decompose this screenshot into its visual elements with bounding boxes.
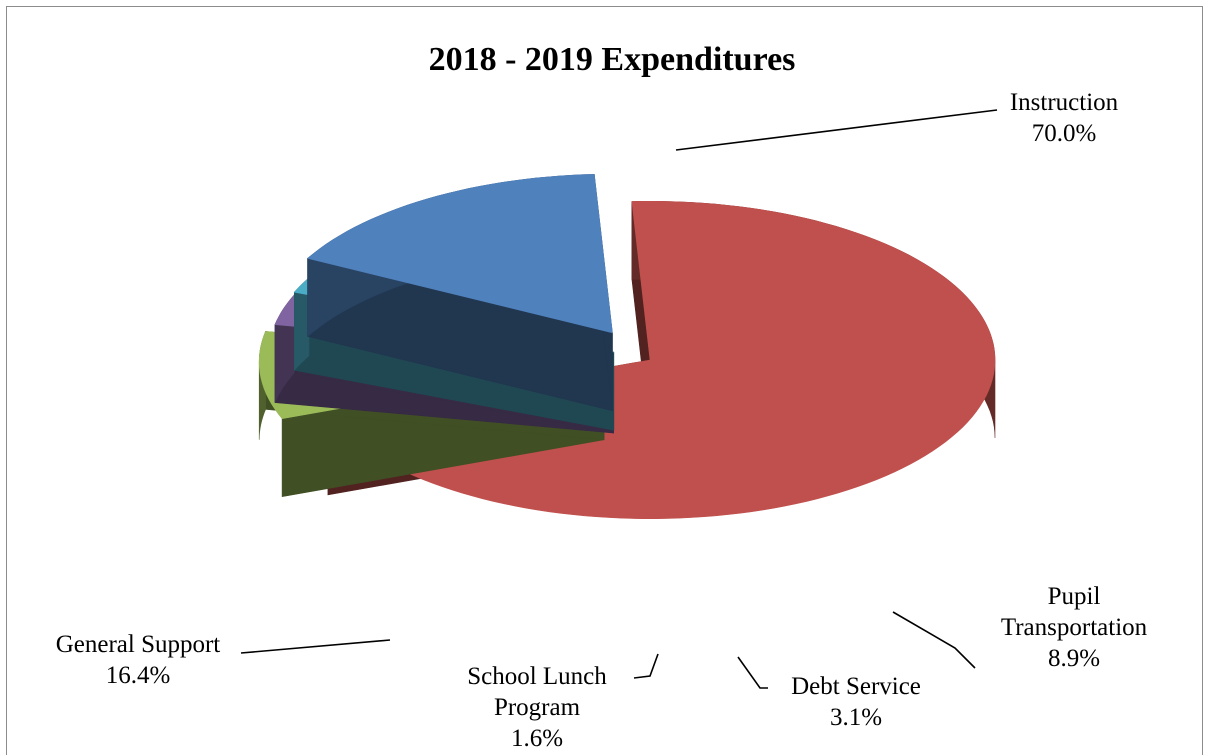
slices-layer — [258, 174, 996, 520]
slice-percent-label: 3.1% — [830, 704, 882, 731]
slice-percent-label: 16.4% — [106, 662, 171, 689]
slice-name-label: Transportation — [1001, 614, 1148, 641]
slice-name-label: Instruction — [1010, 89, 1119, 116]
slice-percent-label: 70.0% — [1032, 120, 1097, 147]
chart-title: 2018 - 2019 Expenditures — [429, 41, 796, 78]
leader-line — [892, 611, 976, 669]
leader-line — [737, 656, 768, 689]
label-general-support: General Support 16.4% — [56, 631, 391, 689]
leader-line — [633, 653, 659, 679]
slice-percent-label: 8.9% — [1048, 645, 1100, 672]
slice-name-label: General Support — [56, 631, 221, 658]
slice-name-label: Pupil — [1048, 583, 1101, 610]
slice-percent-label: 1.6% — [511, 725, 563, 752]
slice-name-label: Debt Service — [791, 673, 921, 700]
label-debt-service: Debt Service 3.1% — [737, 656, 921, 731]
leader-line — [675, 109, 998, 151]
slice-name-label: Program — [494, 694, 581, 721]
labels-layer: Instruction 70.0% Pupil Transportation 8.9% D… — [56, 89, 1148, 752]
pie-slice-top — [306, 174, 613, 334]
leader-line — [240, 639, 391, 654]
pie-slice-general-support — [306, 174, 613, 412]
label-instruction: Instruction 70.0% — [675, 89, 1119, 151]
label-pupil-transportation: Pupil Transportation 8.9% — [892, 583, 1148, 672]
label-school-lunch-program: School Lunch Program 1.6% — [467, 653, 659, 752]
slice-name-label: School Lunch — [467, 663, 607, 690]
